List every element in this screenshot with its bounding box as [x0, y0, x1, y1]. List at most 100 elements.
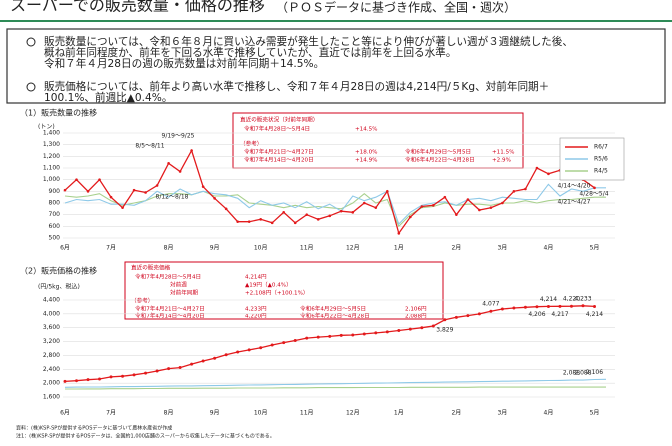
point: [98, 377, 102, 381]
point: [305, 213, 309, 216]
y-tick-label: 1,600: [43, 394, 60, 401]
point: [408, 327, 412, 331]
point: [132, 373, 136, 377]
bullet-text: 令和７年４月28日の週の販売数量は対前年同期＋14.5%。: [44, 57, 324, 70]
point: [75, 178, 78, 181]
point: [489, 206, 493, 209]
value-label: 2,088: [563, 370, 580, 377]
point: [63, 379, 67, 383]
point: [293, 339, 297, 343]
x-tick-label: 3月: [497, 245, 507, 252]
point: [385, 330, 389, 334]
info-text: 4,220円: [245, 313, 267, 320]
point: [213, 356, 217, 360]
point: [155, 184, 159, 187]
value-label: 2,088: [574, 370, 591, 377]
point: [385, 190, 389, 193]
point: [178, 366, 182, 370]
value-label: 4,206: [528, 311, 545, 318]
point: [282, 211, 286, 214]
legend-label: R4/5: [594, 168, 608, 175]
y-tick-label: 1,200: [43, 153, 60, 160]
info-text: 令和6年4月29日～5月5日: [405, 148, 471, 156]
point: [512, 306, 516, 310]
subtitle: （ＰＯＳデータに基づき作成、全国・週次）: [276, 0, 516, 15]
x-tick-label: 7月: [106, 245, 116, 252]
point: [339, 209, 343, 213]
x-tick-label: 10月: [254, 410, 268, 417]
point: [397, 232, 401, 235]
info-text: +2.9%: [492, 158, 511, 164]
point: [270, 343, 274, 347]
x-tick-label: 5月: [590, 245, 600, 252]
point: [351, 333, 355, 337]
bullet: [26, 37, 36, 47]
point: [581, 304, 585, 308]
x-tick-label: 12月: [346, 410, 360, 417]
point: [547, 172, 550, 176]
value-label: 4,077: [482, 301, 499, 308]
y-axis-label: (トン): [38, 124, 55, 131]
y-tick-label: 1,000: [43, 176, 60, 183]
point: [362, 201, 366, 205]
x-tick-label: 7月: [106, 410, 116, 417]
y-tick-label: 2,400: [43, 366, 60, 373]
annotation: 4/14～4/20: [558, 183, 591, 190]
y-tick-label: 800: [49, 200, 61, 207]
point: [454, 315, 458, 319]
value-label: 4,217: [551, 311, 568, 318]
x-tick-label: 4月: [544, 245, 554, 252]
info-text: +18.0%: [355, 150, 377, 156]
value-label: 2,106: [586, 369, 603, 376]
annotation: 9/19～9/25: [162, 133, 195, 140]
x-tick-label: 8月: [164, 245, 174, 252]
info-text: 令和6年4月22日～4月28日: [405, 156, 475, 164]
point: [362, 332, 366, 336]
value-label: 3,829: [436, 326, 453, 333]
y-tick-label: 700: [49, 211, 61, 218]
y-tick-label: 600: [49, 223, 61, 230]
point: [305, 336, 309, 340]
point: [478, 208, 481, 212]
y-tick-label: 1,400: [43, 130, 60, 137]
title: スーパーでの販売数量・価格の推移: [10, 0, 265, 15]
x-tick-label: 9月: [210, 410, 220, 417]
point: [190, 149, 193, 152]
point: [328, 334, 332, 338]
point: [535, 305, 539, 309]
info-text: 令和7年4月14日～4月20日: [135, 312, 205, 320]
point: [397, 328, 401, 332]
info-text: +14.9%: [355, 158, 377, 164]
legend-label: R5/6: [594, 156, 608, 163]
info-text: 令和6年4月29日～5月5日: [300, 305, 366, 313]
value-label: 4,233: [574, 295, 591, 302]
point: [75, 379, 79, 383]
point: [339, 333, 343, 337]
point: [109, 375, 113, 379]
point: [86, 378, 90, 382]
bullet: [26, 82, 36, 92]
y-tick-label: 500: [49, 235, 61, 242]
point: [63, 188, 67, 192]
point: [155, 369, 159, 373]
point: [489, 309, 493, 313]
info-text: 2,106円: [405, 306, 427, 313]
point: [523, 305, 527, 309]
point: [224, 207, 228, 211]
info-text: 令和7年4月28日～5月4日: [244, 125, 310, 133]
x-tick-label: 1月: [394, 410, 404, 417]
point: [420, 205, 424, 208]
point: [374, 331, 378, 335]
info-text: +14.5%: [355, 127, 377, 133]
info-text: 4,214円: [245, 274, 267, 281]
point: [420, 326, 424, 330]
point: [316, 335, 320, 339]
info-text: 対前週: [170, 281, 187, 289]
y-tick-label: 3,200: [43, 338, 60, 345]
x-tick-label: 6月: [60, 410, 70, 417]
point: [201, 359, 205, 363]
point: [247, 348, 251, 352]
series-line: [64, 183, 606, 226]
series-line: [64, 378, 607, 388]
